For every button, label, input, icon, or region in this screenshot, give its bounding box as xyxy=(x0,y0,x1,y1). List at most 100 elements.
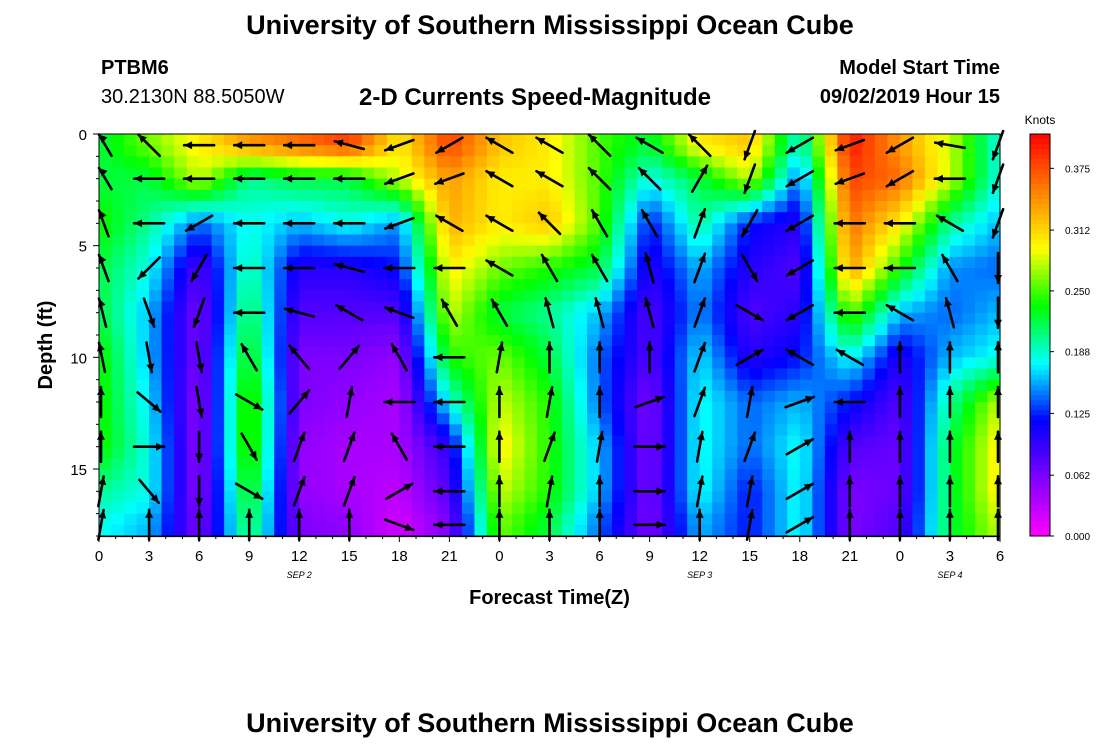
heatmap-cell xyxy=(699,524,713,537)
heatmap-cell xyxy=(224,256,238,269)
current-vector xyxy=(137,133,161,158)
heatmap-cell xyxy=(124,279,138,291)
heatmap-cell xyxy=(361,480,375,492)
heatmap-cell xyxy=(261,379,275,392)
heatmap-cell xyxy=(874,435,888,448)
heatmap-cell xyxy=(612,335,626,347)
heatmap-cell xyxy=(324,323,338,336)
heatmap-cell xyxy=(824,402,838,414)
heatmap-cell xyxy=(624,413,638,425)
heatmap-cell xyxy=(699,134,713,146)
heatmap-cell xyxy=(787,379,801,392)
heatmap-cell xyxy=(774,290,788,303)
heatmap-cell xyxy=(774,457,788,470)
heatmap-cell xyxy=(824,167,838,180)
heatmap-cell xyxy=(899,145,913,157)
current-vector xyxy=(944,296,956,329)
heatmap-cell xyxy=(987,435,1001,448)
heatmap-cell xyxy=(336,189,350,202)
heatmap-cell xyxy=(124,268,138,280)
heatmap-cell xyxy=(286,480,300,492)
vector-head xyxy=(99,168,108,177)
heatmap-cell xyxy=(674,379,688,392)
heatmap-cell xyxy=(587,178,601,191)
current-vector xyxy=(485,169,514,188)
heatmap-cell xyxy=(924,379,939,392)
heatmap-cell xyxy=(849,413,863,425)
vector-head xyxy=(545,342,554,351)
current-vector xyxy=(895,385,904,419)
vector-head xyxy=(151,403,161,412)
heatmap-cell xyxy=(511,290,526,303)
heatmap-cell xyxy=(536,178,551,191)
heatmap-cell xyxy=(862,435,876,448)
x-tick-label: 0 xyxy=(896,548,904,565)
heatmap-cell xyxy=(299,368,313,381)
heatmap-cell xyxy=(399,189,413,202)
heatmap-cell xyxy=(411,435,425,448)
heatmap-cell xyxy=(436,134,450,146)
heatmap-cell xyxy=(299,201,313,213)
heatmap-cell xyxy=(161,178,175,191)
heatmap-cell xyxy=(524,156,538,169)
heatmap-cell xyxy=(862,446,876,459)
heatmap-cell xyxy=(411,424,425,437)
heatmap-cell xyxy=(99,178,113,191)
heatmap-cell xyxy=(424,379,438,392)
heatmap-cell xyxy=(449,513,463,526)
heatmap-cell xyxy=(386,390,400,403)
heatmap-cell xyxy=(637,201,651,213)
heatmap-cell xyxy=(111,145,125,157)
heatmap-cell xyxy=(436,402,450,414)
current-vector xyxy=(885,169,915,188)
heatmap-cell xyxy=(749,234,763,247)
heatmap-cell xyxy=(599,513,613,526)
heatmap-cell xyxy=(924,323,939,336)
heatmap-cell xyxy=(336,212,350,224)
heatmap-cell xyxy=(699,368,713,381)
heatmap-cell xyxy=(399,301,413,314)
heatmap-cell xyxy=(374,189,388,202)
heatmap-cell xyxy=(249,268,263,280)
heatmap-cell xyxy=(637,379,651,392)
heatmap-cell xyxy=(449,312,463,325)
colorbar-swatch xyxy=(1030,144,1050,150)
heatmap-cell xyxy=(211,201,225,213)
colorbar-swatch xyxy=(1030,375,1050,381)
heatmap-cell xyxy=(336,201,350,213)
current-vector xyxy=(740,209,759,238)
heatmap-cell xyxy=(649,167,663,180)
heatmap-cell xyxy=(749,279,763,291)
heatmap-cell xyxy=(774,301,788,314)
colorbar-swatch xyxy=(1030,219,1050,225)
heatmap-cell xyxy=(124,402,138,414)
heatmap-cell xyxy=(937,234,951,247)
heatmap-cell xyxy=(261,524,275,537)
heatmap-cell xyxy=(311,156,325,169)
heatmap-cell xyxy=(574,223,588,236)
heatmap-cell xyxy=(774,390,788,403)
heatmap-cell xyxy=(549,491,563,504)
heatmap-cell xyxy=(136,524,150,537)
x-tick-label: 18 xyxy=(391,548,408,565)
vector-head xyxy=(945,476,954,485)
heatmap-cell xyxy=(949,234,964,247)
heatmap-cell xyxy=(712,335,726,347)
heatmap-cell xyxy=(724,256,738,269)
heatmap-cell xyxy=(649,223,663,236)
heatmap-cell xyxy=(311,491,325,504)
heatmap-cell xyxy=(111,279,125,291)
heatmap-cell xyxy=(949,346,964,358)
heatmap-cell xyxy=(536,368,551,381)
heatmap-cell xyxy=(174,446,188,459)
heatmap-cell xyxy=(311,413,325,425)
heatmap-cell xyxy=(824,368,838,381)
current-vector xyxy=(743,129,757,161)
heatmap-cell xyxy=(236,279,250,291)
vector-head xyxy=(195,453,204,462)
heatmap-cell xyxy=(386,256,400,269)
heatmap-cell xyxy=(649,379,663,392)
heatmap-cell xyxy=(937,312,951,325)
heatmap-cell xyxy=(536,301,551,314)
heatmap-cell xyxy=(712,256,726,269)
